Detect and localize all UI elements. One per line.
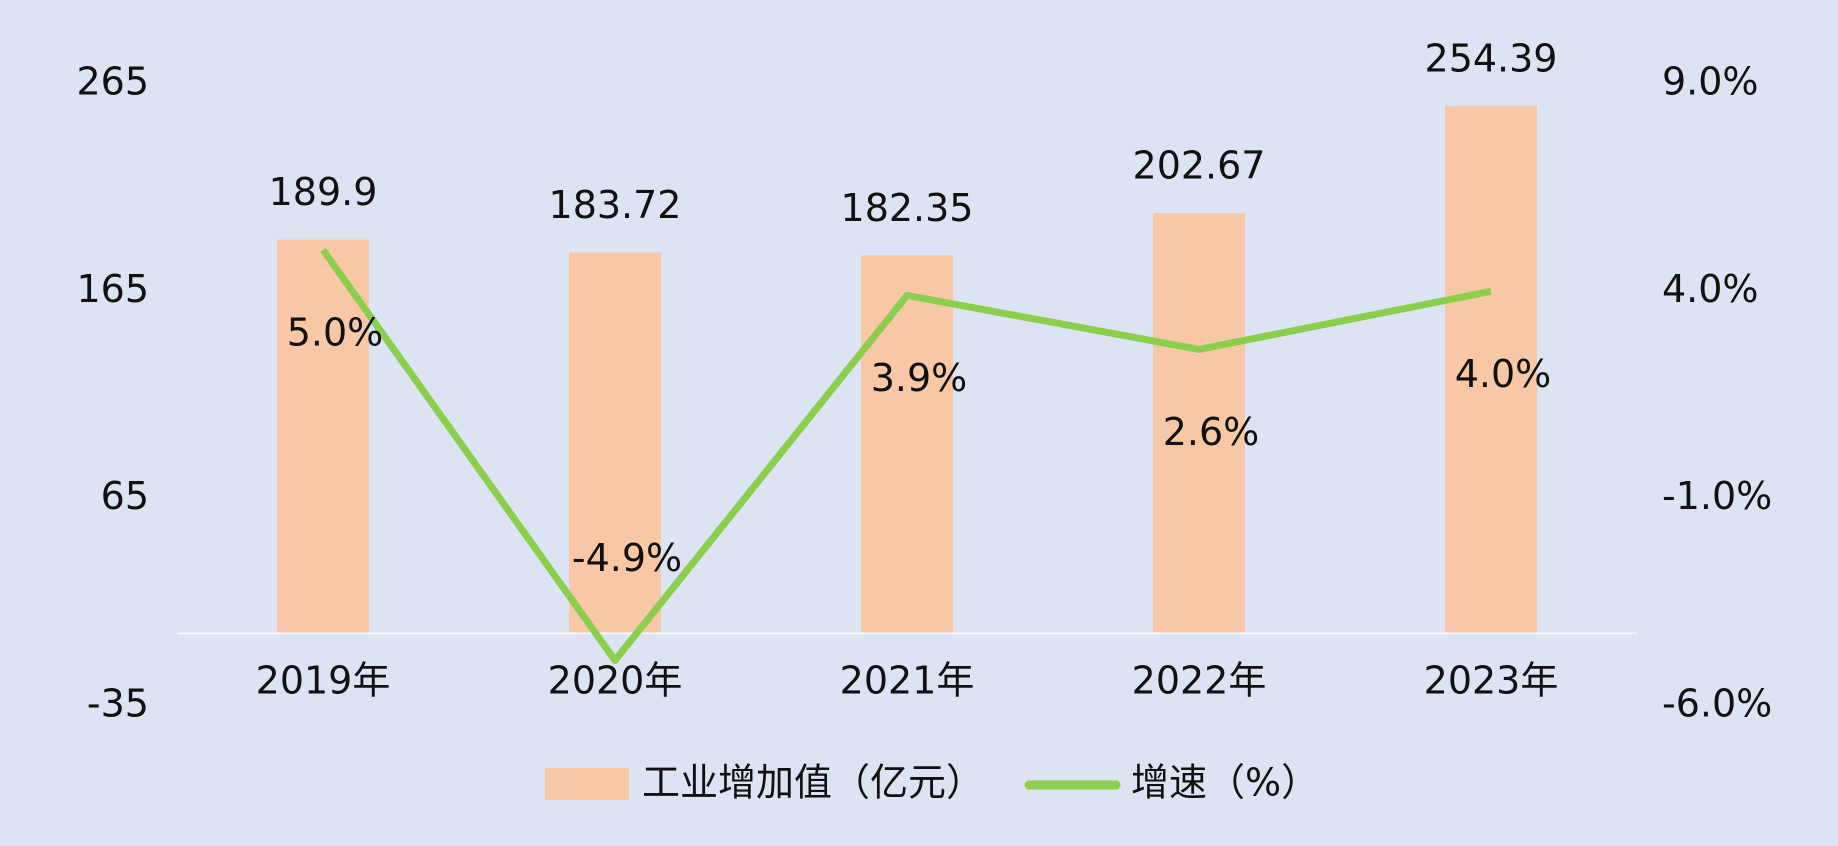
y2-tick-label: -6.0%: [1662, 682, 1772, 726]
y-tick-label: 165: [76, 267, 149, 311]
growth-line: [320, 247, 1492, 664]
y2-tick-label: -1.0%: [1662, 474, 1772, 518]
bar-value-label: 189.9: [269, 170, 378, 214]
legend-label: 工业增加值（亿元）: [642, 761, 984, 805]
y-tick-label: 65: [101, 474, 149, 518]
bar: [277, 239, 369, 634]
bar-value-label: 254.39: [1425, 36, 1558, 80]
x-tick-label: 2020年: [548, 659, 683, 703]
x-tick-label: 2019年: [256, 659, 391, 703]
x-tick-label: 2021年: [840, 659, 975, 703]
bar-value-label: 182.35: [841, 186, 974, 230]
y-tick-label: -35: [87, 682, 149, 726]
line-value-label: 4.0%: [1455, 352, 1552, 396]
x-tick-label: 2022年: [1132, 659, 1267, 703]
y2-tick-label: 4.0%: [1662, 267, 1759, 311]
line-value-label: 2.6%: [1163, 410, 1260, 454]
line-value-label: -4.9%: [572, 536, 682, 580]
bar: [1153, 213, 1245, 634]
y2-tick-label: 9.0%: [1662, 60, 1759, 104]
legend-swatch: [545, 768, 629, 800]
legend-label: 增速（%）: [1131, 761, 1319, 805]
y-tick-label: 265: [76, 60, 149, 104]
line-value-label: 3.9%: [871, 356, 968, 400]
bar: [569, 252, 661, 634]
bar-value-label: 183.72: [549, 183, 682, 227]
bar: [861, 255, 953, 634]
line-value-label: 5.0%: [287, 310, 384, 354]
bar-value-label: 202.67: [1133, 144, 1266, 188]
bar: [1445, 105, 1537, 634]
x-tick-label: 2023年: [1424, 659, 1559, 703]
